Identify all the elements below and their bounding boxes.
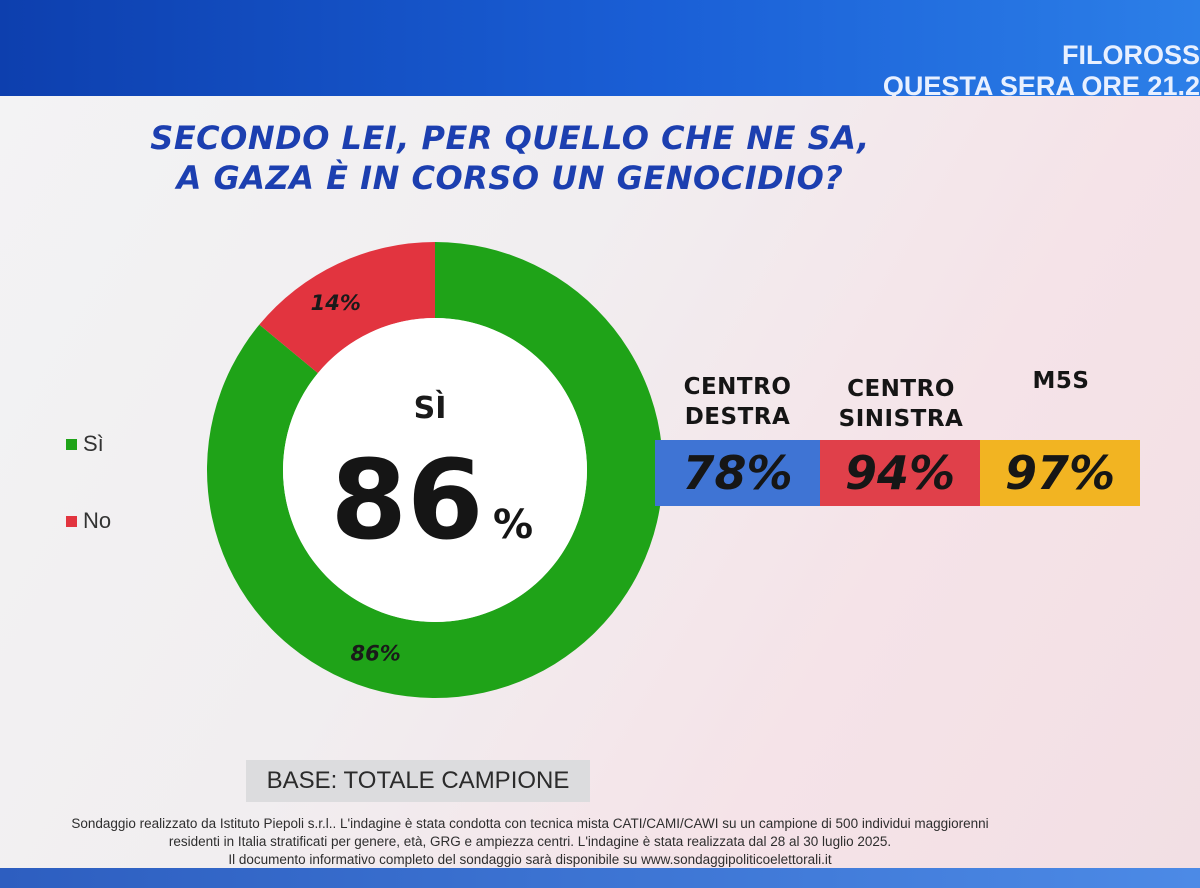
donut-slice-si [207,242,663,698]
group-value-centro-destra: 78% [655,440,820,506]
group-label-centro-sinistra-line1: CENTRO [847,376,955,402]
group-value-centro-sinistra: 94% [820,440,980,506]
source-line-3: Il documento informativo completo del so… [228,852,832,867]
legend-swatch-no [66,515,77,527]
legend-swatch-si [66,438,77,450]
legend-item-si: Sì [66,431,104,457]
legend-item-no: No [66,508,111,534]
donut-chart: 86% 14% SÌ 86% [207,242,663,698]
group-label-centro-sinistra: CENTRO SINISTRA [822,374,980,434]
group-label-m5s: M5S [982,366,1140,396]
source-line-1: Sondaggio realizzato da Istituto Piepoli… [71,816,989,831]
center-unit: % [493,502,533,548]
center-value: 86 [330,436,483,564]
question-title: SECONDO LEI, PER QUELLO CHE NE SA, A GAZ… [150,118,870,198]
donut-label-si: 86% [351,642,401,666]
donut-center [283,318,587,622]
group-label-m5s-line2: M5S [1032,368,1090,394]
donut-label-no: 14% [311,291,361,315]
center-label: SÌ [414,390,447,426]
channel-promo: FILOROSS QUESTA SERA ORE 21.2 [840,40,1200,102]
bottom-strip [0,868,1200,888]
legend-label-si: Sì [83,431,104,456]
base-label: BASE: TOTALE CAMPIONE [246,760,590,802]
group-label-centro-destra-line2: DESTRA [684,404,791,430]
group-label-centro-destra-line1: CENTRO [683,374,792,400]
question-line-2: A GAZA È IN CORSO UN GENOCIDIO? [176,159,844,197]
question-line-1: SECONDO LEI, PER QUELLO CHE NE SA, [150,119,870,157]
channel-name: FILOROSS [1061,40,1200,70]
donut-slice-no [259,242,435,374]
group-label-centro-destra: CENTRO DESTRA [655,372,820,432]
legend-label-no: No [83,508,112,533]
group-value-m5s: 97% [980,440,1140,506]
source-line-2: residenti in Italia stratificati per gen… [168,834,892,849]
group-label-centro-sinistra-line2: SINISTRA [838,406,964,432]
source-note: Sondaggio realizzato da Istituto Piepoli… [0,815,1060,869]
